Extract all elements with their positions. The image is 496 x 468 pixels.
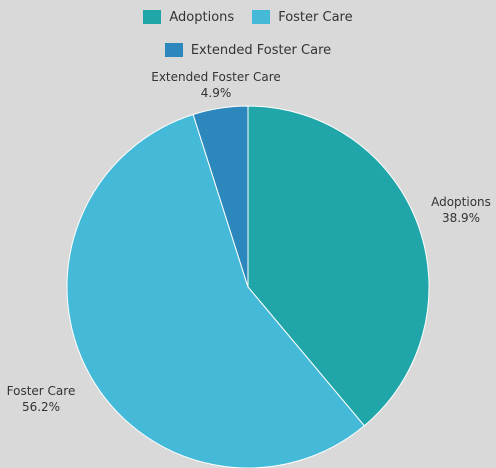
- legend-swatch-extended-foster-care: [164, 43, 183, 57]
- slice-label-foster-care: Foster Care: [7, 384, 76, 398]
- pie-labels: Adoptions 38.9% Foster Care 56.2% Extended F…: [7, 70, 491, 414]
- pie-slice-foster-care[interactable]: [66, 113, 365, 468]
- pie-slice-extended-foster-care[interactable]: [192, 105, 249, 288]
- legend-label-foster-care: Foster Care: [278, 9, 353, 25]
- legend-row-1: Adoptions Foster Care: [0, 6, 496, 28]
- legend-item-foster-care[interactable]: Foster Care: [252, 9, 353, 25]
- legend-swatch-foster-care: [252, 10, 271, 24]
- legend-label-extended-foster-care: Extended Foster Care: [190, 42, 332, 58]
- pie-slices: [66, 105, 430, 468]
- legend-item-adoptions[interactable]: Adoptions: [143, 10, 234, 25]
- slice-value-extended-foster-care: 4.9%: [201, 86, 232, 100]
- legend-item-extended-foster-care[interactable]: Extended Foster Care: [164, 42, 332, 58]
- pie-slice-adoptions[interactable]: [247, 105, 430, 427]
- slice-label-adoptions: Adoptions: [431, 195, 491, 209]
- slice-label-extended-foster-care: Extended Foster Care: [151, 70, 281, 84]
- legend-swatch-adoptions: [143, 10, 162, 24]
- legend-label-adoptions: Adoptions: [169, 9, 235, 25]
- slice-value-foster-care: 56.2%: [22, 400, 60, 414]
- legend-row-2: Extended Foster Care: [0, 39, 496, 61]
- slice-value-adoptions: 38.9%: [442, 211, 480, 225]
